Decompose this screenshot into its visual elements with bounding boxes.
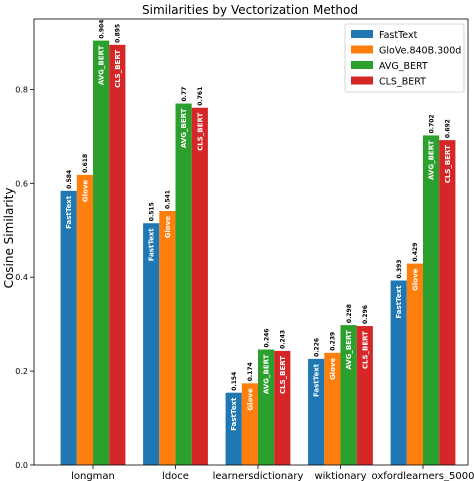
bar-value-label: 0.154 [231, 372, 238, 391]
bar-series-label: CLS_BERT [361, 331, 369, 369]
bar-series-label: Glove [81, 180, 89, 203]
bar [308, 358, 325, 465]
bar [324, 352, 341, 465]
bar-value-label: 0.246 [263, 329, 270, 348]
legend-label: GloVe.840B.300d [379, 46, 461, 57]
bars-group: 0.584 FastText 0.618 Glove 0.904 AVG_BERT 0.89… [60, 20, 456, 466]
x-axis-ticks: longman ldoce learnersdictionary wiktionary… [71, 465, 474, 481]
legend-swatch [351, 30, 373, 38]
x-tick-label: oxfordlearners_5000 [372, 471, 474, 481]
bar-series-label: CLS_BERT [114, 50, 122, 88]
bar-value-label: 0.904 [98, 20, 105, 39]
bar-series-label: FastText [148, 228, 156, 262]
legend-swatch [351, 76, 373, 85]
bar [143, 223, 160, 465]
bar-series-label: AVG_BERT [98, 45, 106, 85]
bar-value-label: 0.243 [280, 330, 287, 349]
bar-value-label: 0.429 [412, 243, 419, 262]
y-axis-label: Cosine Similarity [2, 188, 16, 289]
bar-series-label: FastText [65, 195, 73, 229]
bar [406, 263, 423, 465]
bar [340, 325, 357, 465]
legend-label: AVG_BERT [379, 61, 428, 72]
bar-series-label: AVG_BERT [180, 108, 188, 148]
bar-value-label: 0.541 [165, 190, 172, 209]
bar-series-label: CLS_BERT [196, 113, 204, 151]
bar-value-label: 0.702 [428, 114, 435, 133]
bar-value-label: 0.174 [247, 362, 254, 381]
bar [175, 103, 192, 466]
bar-series-label: Glove [164, 216, 172, 239]
x-tick-label: ldoce [162, 471, 189, 481]
bar-series-label: Glove [411, 268, 419, 291]
bar-series-label: Glove [329, 358, 337, 381]
bar [423, 135, 440, 465]
bar-series-label: Glove [246, 388, 254, 411]
bar [191, 107, 208, 465]
bar [274, 350, 291, 465]
y-tick-label: 0.2 [15, 367, 28, 376]
y-tick-label: 0.6 [15, 179, 28, 188]
bar [109, 44, 126, 466]
y-axis-ticks: 0.0 0.2 0.4 0.6 0.8 [15, 85, 34, 470]
chart-title: Similarities by Vectorization Method [142, 3, 358, 17]
bar [93, 40, 110, 465]
bar-value-label: 0.393 [396, 260, 403, 279]
legend-label: CLS_BERT [379, 77, 426, 88]
y-tick-label: 0.8 [15, 85, 28, 94]
bar-value-label: 0.239 [330, 332, 337, 351]
bar-series-label: AVG_BERT [263, 354, 271, 394]
bar-value-label: 0.226 [313, 338, 320, 357]
bar-series-label: CLS_BERT [444, 145, 452, 183]
bar-value-label: 0.298 [346, 304, 353, 323]
bar-value-label: 0.584 [66, 170, 73, 189]
x-tick-label: wiktionary [314, 471, 366, 481]
legend-box [344, 23, 465, 93]
bar-series-label: CLS_BERT [279, 356, 287, 394]
bar-series-label: FastText [395, 285, 403, 319]
bar [390, 280, 407, 465]
legend-swatch [351, 61, 373, 69]
legend-swatch [351, 45, 373, 54]
bar-value-label: 0.296 [362, 305, 369, 324]
bar-series-label: AVG_BERT [428, 140, 436, 180]
bar-series-label: AVG_BERT [345, 330, 353, 370]
bar-value-label: 0.515 [148, 202, 155, 221]
bar [159, 211, 176, 465]
x-tick-label: longman [71, 471, 115, 481]
y-tick-label: 0.0 [15, 461, 28, 470]
bar-value-label: 0.77 [181, 87, 188, 102]
bar [439, 140, 456, 465]
bar-value-label: 0.692 [445, 119, 452, 138]
bar [76, 174, 93, 465]
bar-value-label: 0.761 [197, 87, 204, 106]
bar [241, 383, 258, 465]
bar-value-label: 0.895 [115, 24, 122, 43]
plot-frame [33, 18, 469, 466]
bar-series-label: FastText [313, 363, 321, 397]
x-tick-label: learnersdictionary [213, 471, 304, 481]
y-tick-label: 0.4 [15, 273, 28, 282]
bar [356, 326, 373, 465]
bar-series-label: FastText [230, 397, 238, 431]
legend: FastText GloVe.840B.300d AVG_BERT CLS_BERT [344, 23, 465, 93]
bar [60, 190, 77, 465]
bar-value-label: 0.618 [82, 154, 89, 173]
legend-label: FastText [379, 30, 418, 41]
bar [258, 349, 275, 465]
bar [225, 392, 242, 465]
